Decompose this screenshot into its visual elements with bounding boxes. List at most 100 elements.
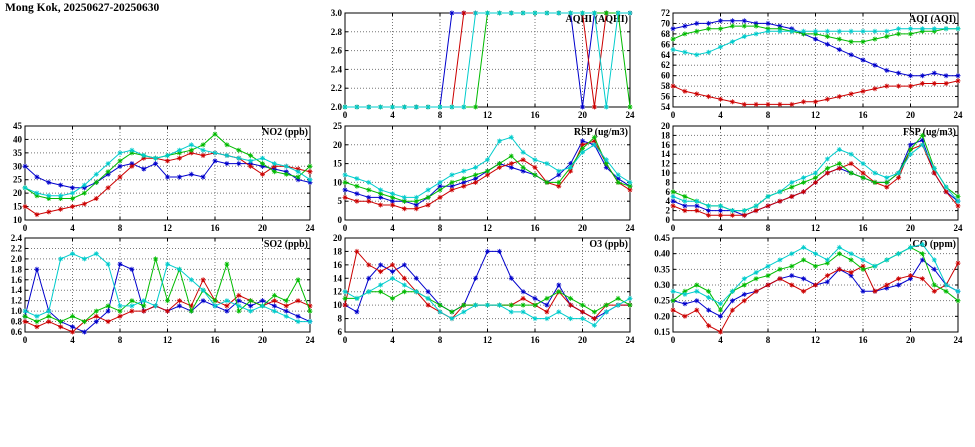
y-tick-label: 70 [661,18,671,28]
y-tick-label: 10 [333,177,343,187]
x-tick-label: 8 [766,223,771,233]
x-tick-label: 20 [906,223,916,233]
y-tick-label: 35 [13,148,23,158]
o3-series-red [344,250,630,320]
x-tick-label: 8 [118,223,123,233]
no2-markers-blue [22,158,313,191]
chart-title: O3 (ppb) [589,239,628,250]
y-tick-label: 0 [338,215,343,225]
y-tick-label: 2.4 [11,233,23,243]
x-tick-label: 24 [306,223,316,233]
y-tick-label: 0.20 [654,311,670,321]
y-tick-label: 68 [661,29,671,39]
y-tick-label: 14 [333,273,343,283]
y-tick-label: 0.25 [654,296,670,306]
x-tick-label: 4 [390,223,395,233]
y-tick-label: 0 [666,215,671,225]
x-tick-label: 0 [671,335,676,345]
x-tick-label: 4 [718,335,723,345]
x-tick-label: 16 [859,223,869,233]
x-tick-label: 4 [718,223,723,233]
y-tick-label: 30 [13,161,23,171]
chart-so2: 0.6 0.8 1.0 1.2 1.4 1.6 1.8 2.0 2.2 2.4 0 4 8 12 16 20 2… [0,233,318,347]
plot-border [344,12,631,108]
x-tick-label: 16 [211,223,221,233]
x-tick-label: 4 [70,335,75,345]
x-tick-label: 0 [23,335,28,345]
x-tick-label: 24 [954,335,964,345]
x-tick-label: 12 [163,335,173,345]
y-tick-label: 45 [13,121,23,131]
chart-fsp: 0 2 4 6 8 10 12 14 16 18 20 0 4 8 12 16 20 24 FSP (ug/m3) [648,121,966,235]
x-tick-label: 0 [343,110,348,120]
chart-title: NO2 (ppb) [262,127,308,138]
y-tick-label: 72 [661,8,671,18]
y-tick-label: 58 [661,81,671,91]
y-tick-label: 2.2 [331,83,343,93]
y-tick-label: 60 [661,71,671,81]
y-tick-label: 6 [666,187,671,197]
y-tick-label: 8 [338,314,343,324]
x-tick-label: 24 [626,110,636,120]
x-tick-label: 4 [390,110,395,120]
rsp-markers-red [342,138,633,212]
y-tick-label: 10 [661,168,671,178]
x-tick-label: 16 [531,335,541,345]
chart-aqi: 54 56 58 60 62 64 66 68 70 72 0 4 8 12 16 20 24 AQI (AQI) [648,8,966,122]
aqhi-series-blue [345,12,630,108]
no2-plot: 10 15 20 25 30 35 40 45 0 4 8 12 16 20 24 NO2 (ppb) [13,121,316,233]
y-tick-label: 6 [338,327,343,337]
x-tick-label: 4 [390,335,395,345]
x-tick-label: 8 [438,335,443,345]
x-tick-label: 4 [70,223,75,233]
x-tick-label: 24 [306,335,316,345]
y-tick-label: 15 [13,202,23,212]
y-tick-label: 14 [661,149,671,159]
y-tick-label: 66 [661,39,671,49]
plot-border [24,125,311,221]
x-tick-label: 12 [811,335,821,345]
y-tick-label: 1.0 [11,306,23,316]
x-tick-label: 16 [859,335,869,345]
y-tick-label: 64 [661,50,671,60]
aqhi-series-green [345,12,631,108]
x-tick-label: 12 [483,223,493,233]
no2-markers-cyan [22,142,313,199]
y-tick-label: 8 [666,177,671,187]
x-tick-label: 12 [811,223,821,233]
aqhi-series-red [345,12,630,108]
y-tick-label: 0.40 [654,249,670,259]
co-markers-cyan [670,241,961,307]
x-tick-label: 20 [906,335,916,345]
y-tick-label: 5 [338,196,343,206]
y-tick-label: 56 [661,92,671,102]
y-tick-label: 0.45 [654,233,670,243]
x-tick-label: 0 [343,335,348,345]
y-tick-label: 2.8 [331,27,343,37]
chart-co: 0.15 0.20 0.25 0.30 0.35 0.40 0.45 0 4 8 12 16 20 24 C… [648,233,966,347]
y-tick-label: 25 [13,175,23,185]
y-tick-label: 0.6 [11,327,23,337]
y-tick-label: 2.0 [331,102,343,112]
y-tick-label: 0.8 [11,317,23,327]
y-tick-label: 20 [333,233,343,243]
y-tick-label: 10 [13,215,23,225]
y-tick-label: 20 [333,140,343,150]
y-tick-label: 3.0 [331,8,343,18]
fsp-markers-red [670,142,961,218]
y-tick-label: 15 [333,159,343,169]
y-tick-label: 25 [333,121,343,131]
x-tick-label: 20 [578,335,588,345]
y-tick-label: 16 [661,140,671,150]
x-tick-label: 12 [483,335,493,345]
x-tick-label: 24 [626,223,636,233]
x-tick-label: 20 [578,223,588,233]
x-tick-label: 0 [23,223,28,233]
o3-plot: 6 8 10 12 14 16 18 20 0 4 8 12 16 20 24 O3 (ppb) [333,233,635,345]
rsp-series-cyan [344,136,631,198]
x-tick-label: 20 [578,110,588,120]
so2-markers-cyan [22,251,313,325]
aqi-markers-cyan [670,26,961,58]
